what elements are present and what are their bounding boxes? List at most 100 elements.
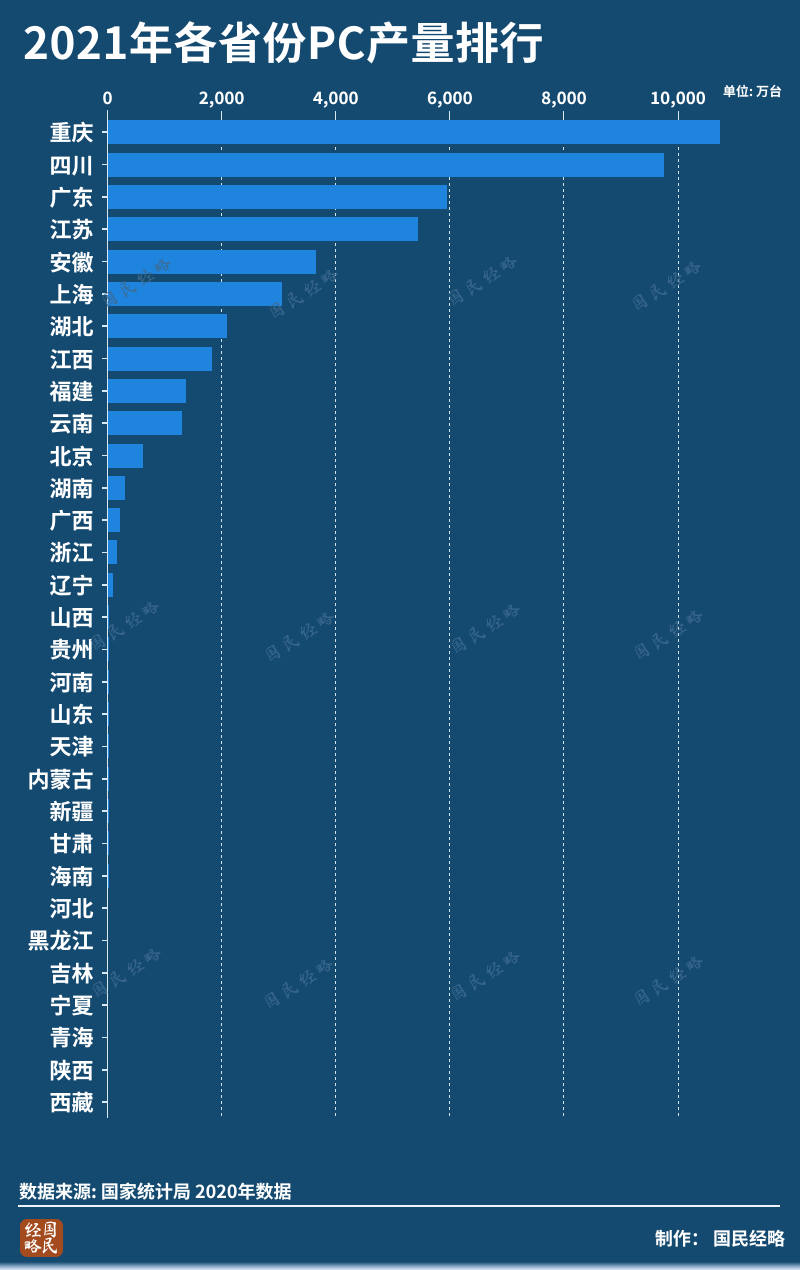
y-axis-label: 贵州 [49,632,94,665]
gridline [449,111,451,1118]
y-axis-label: 吉林 [49,956,94,989]
y-axis-tick [101,390,108,392]
y-axis-tick [101,810,108,812]
bar [108,411,183,436]
y-axis-label: 青海 [49,1020,94,1053]
y-axis-tick [101,293,108,295]
bar [108,120,720,145]
y-axis-tick [101,163,108,166]
y-axis-label: 黑龙江 [27,923,94,956]
y-axis-tick [101,1004,108,1006]
stamp-char-min: 民 [41,1237,59,1255]
bar [108,217,419,242]
y-axis-tick [101,907,108,909]
y-axis-tick [101,1069,108,1071]
stamp-char-jing: 经 [24,1221,42,1239]
x-axis-tick-label: 8,000 [541,84,587,109]
y-axis-label: 江苏 [49,212,94,245]
y-axis-label: 云南 [49,406,94,439]
watermark-text: 国民经略 [628,254,708,316]
y-axis-label: 山东 [49,697,94,730]
watermark-text: 国民经略 [261,605,341,667]
y-axis-label: 陕西 [49,1053,94,1086]
y-axis-label: 新疆 [49,794,94,827]
brand-stamp: 国 民 经 略 [20,1219,63,1257]
bar [108,572,113,597]
y-axis-label: 甘肃 [49,826,94,859]
y-axis-label: 宁夏 [49,988,94,1021]
y-axis-label: 安徽 [49,245,94,278]
y-axis-tick [101,972,108,974]
watermark-text: 国民经略 [444,249,524,311]
y-axis-label: 山西 [49,600,94,633]
gridline [677,111,679,1118]
gridline [335,111,337,1118]
y-axis-label: 海南 [49,859,94,892]
y-axis-tick [101,681,108,683]
watermark-text: 国民经略 [447,597,527,659]
y-axis-tick [101,325,108,327]
stamp-char-lue: 略 [24,1237,42,1255]
y-axis-label: 浙江 [49,535,94,568]
y-axis-tick [101,875,108,877]
bar [108,378,186,403]
y-axis-label: 广东 [49,180,94,213]
bar [108,540,117,565]
bar [108,152,665,177]
y-axis-label: 辽宁 [49,568,94,601]
y-axis-label: 江西 [49,342,94,374]
y-axis-tick [101,551,108,554]
source-note: 数据来源: 国家统计局 2020年数据 [19,1178,292,1204]
y-axis-tick [101,713,108,715]
watermark-text: 国民经略 [260,952,340,1014]
watermark-text: 国民经略 [630,949,710,1011]
y-axis-label: 河北 [49,891,94,924]
bar [108,637,109,662]
bar [108,475,126,500]
y-axis-tick [101,454,108,457]
y-axis-label: 西藏 [49,1085,94,1118]
y-axis-tick [101,1101,108,1103]
y-axis-label: 福建 [49,374,94,407]
credit: 制作： 国民经略 [654,1225,785,1251]
bar [108,281,283,306]
gridline [221,111,223,1118]
x-axis-tick [335,111,337,119]
watermark-text: 国民经略 [88,941,168,1003]
bottom-edge-strip [0,1262,800,1270]
bar [108,508,120,533]
bar [108,443,144,468]
y-axis-tick [101,745,108,748]
y-axis-label: 内蒙古 [27,762,94,795]
y-axis-label: 四川 [49,148,94,181]
y-axis-label: 河南 [49,665,94,698]
gridline [563,111,565,1118]
y-axis-label: 湖南 [49,471,94,504]
y-axis-tick [101,357,108,360]
y-axis-label: 广西 [49,503,94,536]
x-axis-tick-label: 6,000 [426,84,473,109]
y-axis-tick [101,196,108,198]
bar [108,184,447,209]
footer-divider [18,1204,780,1207]
y-axis-tick [101,260,108,263]
bar [108,346,212,371]
unit-label: 单位: 万台 [722,81,782,100]
y-axis-tick [101,1036,108,1039]
y-axis-tick [101,487,108,489]
watermark-text: 国民经略 [447,944,527,1006]
bar [108,314,228,339]
y-axis-tick [101,616,108,618]
x-axis-tick-label: 2,000 [198,84,245,109]
y-axis-tick [101,778,108,780]
y-axis-label: 北京 [49,439,94,471]
y-axis-tick [101,519,108,521]
stamp-char-guo: 国 [41,1221,59,1239]
y-axis-tick [101,842,108,845]
x-axis-tick [677,111,679,119]
bar [108,249,317,274]
y-axis-label: 上海 [49,277,94,310]
y-axis-label: 天津 [49,729,94,762]
y-axis-label: 重庆 [49,115,94,148]
watermark-text: 国民经略 [630,603,710,665]
